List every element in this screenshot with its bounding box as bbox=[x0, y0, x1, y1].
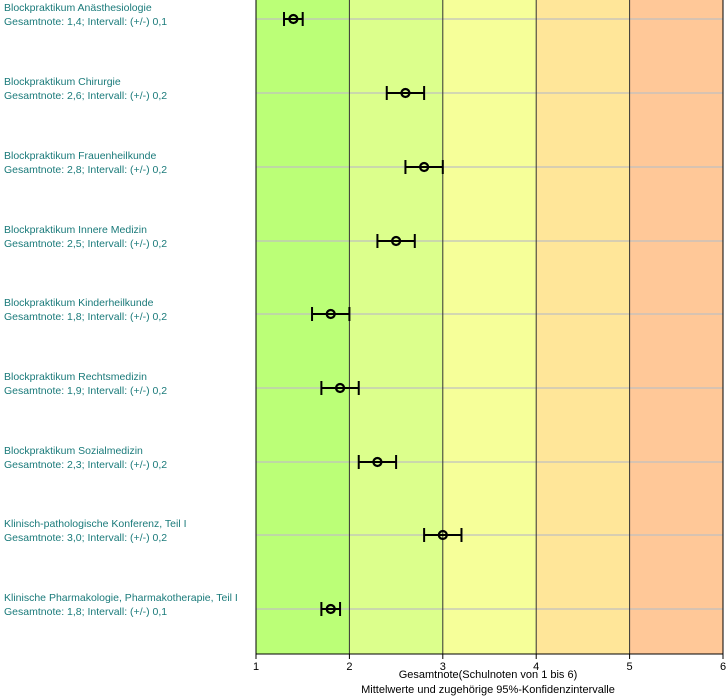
mean-point-4 bbox=[391, 235, 402, 247]
bands-layer bbox=[256, 0, 723, 654]
mean-point-6 bbox=[334, 382, 346, 394]
band-1 bbox=[256, 0, 350, 654]
x-tick-label-3: 3 bbox=[440, 661, 446, 673]
row-name-6: Blockpraktikum Rechtsmedizin bbox=[4, 371, 147, 383]
row-detail-9: Gesamtnote: 1,8; Intervall: (+/-) 0,1 bbox=[4, 606, 167, 618]
row-detail-8: Gesamtnote: 3,0; Intervall: (+/-) 0,2 bbox=[4, 532, 167, 544]
row-detail-1: Gesamtnote: 1,4; Intervall: (+/-) 0,1 bbox=[4, 16, 167, 28]
band-5 bbox=[629, 0, 723, 654]
row-detail-5: Gesamtnote: 1,8; Intervall: (+/-) 0,2 bbox=[4, 311, 167, 323]
row-detail-7: Gesamtnote: 2,3; Intervall: (+/-) 0,2 bbox=[4, 459, 167, 471]
mean-point-8 bbox=[437, 529, 448, 541]
row-name-4: Blockpraktikum Innere Medizin bbox=[4, 224, 147, 236]
row-name-3: Blockpraktikum Frauenheilkunde bbox=[4, 150, 156, 162]
band-2 bbox=[349, 0, 443, 654]
mean-point-9 bbox=[325, 603, 336, 615]
row-name-2: Blockpraktikum Chirurgie bbox=[4, 76, 121, 88]
row-detail-6: Gesamtnote: 1,9; Intervall: (+/-) 0,2 bbox=[4, 385, 167, 397]
chart-subtitle: Mittelwerte und zugehörige 95%-Konfidenz… bbox=[361, 684, 615, 696]
band-3 bbox=[442, 0, 537, 654]
row-name-9: Klinische Pharmakologie, Pharmakotherapi… bbox=[4, 592, 238, 604]
x-tick-label-6: 6 bbox=[720, 661, 726, 673]
mean-point-1 bbox=[288, 13, 299, 25]
x-tick-label-2: 2 bbox=[346, 661, 352, 673]
band-4 bbox=[536, 0, 630, 654]
mean-point-7 bbox=[372, 456, 383, 468]
row-detail-2: Gesamtnote: 2,6; Intervall: (+/-) 0,2 bbox=[4, 90, 167, 102]
row-name-5: Blockpraktikum Kinderheilkunde bbox=[4, 297, 154, 309]
row-detail-3: Gesamtnote: 2,8; Intervall: (+/-) 0,2 bbox=[4, 164, 167, 176]
row-name-1: Blockpraktikum Anästhesiologie bbox=[4, 2, 152, 14]
marks-layer bbox=[283, 12, 463, 616]
x-axis-title: Gesamtnote(Schulnoten von 1 bis 6) bbox=[399, 669, 578, 681]
mean-point-3 bbox=[419, 161, 430, 173]
row-name-8: Klinisch-pathologische Konferenz, Teil I bbox=[4, 518, 187, 530]
axis-layer: Gesamtnote(Schulnoten von 1 bis 6) Mitte… bbox=[253, 0, 726, 696]
row-name-7: Blockpraktikum Sozialmedizin bbox=[4, 445, 143, 457]
mean-point-2 bbox=[400, 87, 411, 99]
x-tick-label-4: 4 bbox=[533, 661, 539, 673]
x-tick-label-5: 5 bbox=[627, 661, 633, 673]
x-tick-label-1: 1 bbox=[253, 661, 259, 673]
labels-layer: Blockpraktikum Anästhesiologie Gesamtnote… bbox=[4, 2, 238, 618]
mean-point-5 bbox=[325, 308, 336, 320]
row-detail-4: Gesamtnote: 2,5; Intervall: (+/-) 0,2 bbox=[4, 238, 167, 250]
